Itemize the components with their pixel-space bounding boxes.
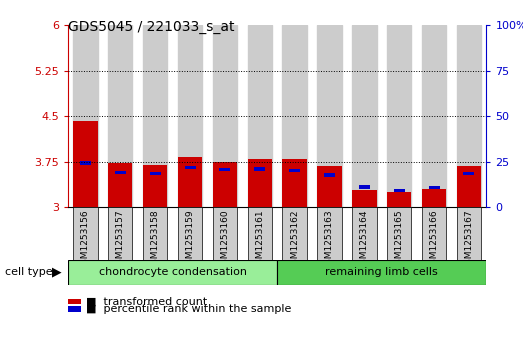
Bar bbox=[317, 25, 342, 207]
Bar bbox=[178, 157, 202, 207]
Bar bbox=[282, 25, 307, 207]
Bar bbox=[213, 162, 237, 207]
Bar bbox=[143, 207, 167, 260]
Bar bbox=[282, 159, 307, 207]
Text: GSM1253161: GSM1253161 bbox=[255, 209, 264, 270]
Bar bbox=[457, 207, 481, 260]
Text: chondrocyte condensation: chondrocyte condensation bbox=[99, 267, 246, 277]
Bar bbox=[108, 207, 132, 260]
Bar bbox=[317, 166, 342, 207]
Text: GSM1253157: GSM1253157 bbox=[116, 209, 125, 270]
Bar bbox=[150, 172, 161, 175]
Bar bbox=[387, 192, 412, 207]
Bar bbox=[422, 207, 446, 260]
Bar bbox=[317, 207, 342, 260]
Bar bbox=[143, 25, 167, 207]
Bar bbox=[422, 25, 446, 207]
Text: GSM1253167: GSM1253167 bbox=[464, 209, 473, 270]
Bar bbox=[359, 185, 370, 189]
Text: GSM1253159: GSM1253159 bbox=[186, 209, 195, 270]
Bar bbox=[220, 168, 231, 171]
Text: GSM1253163: GSM1253163 bbox=[325, 209, 334, 270]
Text: GSM1253160: GSM1253160 bbox=[220, 209, 230, 270]
Text: GSM1253162: GSM1253162 bbox=[290, 209, 299, 270]
Text: GSM1253156: GSM1253156 bbox=[81, 209, 90, 270]
Bar bbox=[352, 25, 377, 207]
Bar bbox=[73, 25, 98, 207]
Text: ■  transformed count: ■ transformed count bbox=[86, 297, 208, 307]
Text: cell type: cell type bbox=[5, 266, 53, 277]
Bar bbox=[178, 25, 202, 207]
Text: GSM1253165: GSM1253165 bbox=[395, 209, 404, 270]
Bar bbox=[463, 172, 474, 175]
Bar bbox=[68, 260, 277, 285]
Bar bbox=[73, 121, 98, 207]
Bar bbox=[213, 207, 237, 260]
Bar bbox=[387, 207, 412, 260]
Text: GSM1253166: GSM1253166 bbox=[429, 209, 439, 270]
Bar bbox=[422, 189, 446, 207]
Bar bbox=[429, 186, 440, 189]
Bar bbox=[457, 25, 481, 207]
Bar bbox=[73, 207, 98, 260]
Text: ■  percentile rank within the sample: ■ percentile rank within the sample bbox=[86, 304, 292, 314]
Bar bbox=[277, 260, 486, 285]
Bar bbox=[108, 25, 132, 207]
Bar bbox=[178, 207, 202, 260]
Text: ▶: ▶ bbox=[52, 265, 62, 278]
Text: GDS5045 / 221033_s_at: GDS5045 / 221033_s_at bbox=[68, 20, 234, 34]
Bar bbox=[282, 207, 307, 260]
Bar bbox=[115, 171, 126, 174]
Bar bbox=[213, 25, 237, 207]
Text: GSM1253158: GSM1253158 bbox=[151, 209, 160, 270]
Bar bbox=[108, 163, 132, 207]
Bar bbox=[143, 164, 167, 207]
Bar bbox=[394, 189, 405, 192]
Bar bbox=[324, 173, 335, 177]
Bar bbox=[352, 207, 377, 260]
Bar bbox=[247, 207, 272, 260]
Bar bbox=[254, 167, 265, 171]
Bar bbox=[457, 166, 481, 207]
Bar bbox=[80, 161, 91, 164]
Bar bbox=[185, 166, 196, 170]
Bar bbox=[289, 169, 300, 172]
Bar bbox=[247, 25, 272, 207]
Bar bbox=[352, 190, 377, 207]
Bar bbox=[387, 25, 412, 207]
Text: remaining limb cells: remaining limb cells bbox=[325, 267, 438, 277]
Text: GSM1253164: GSM1253164 bbox=[360, 209, 369, 270]
Bar bbox=[247, 159, 272, 207]
